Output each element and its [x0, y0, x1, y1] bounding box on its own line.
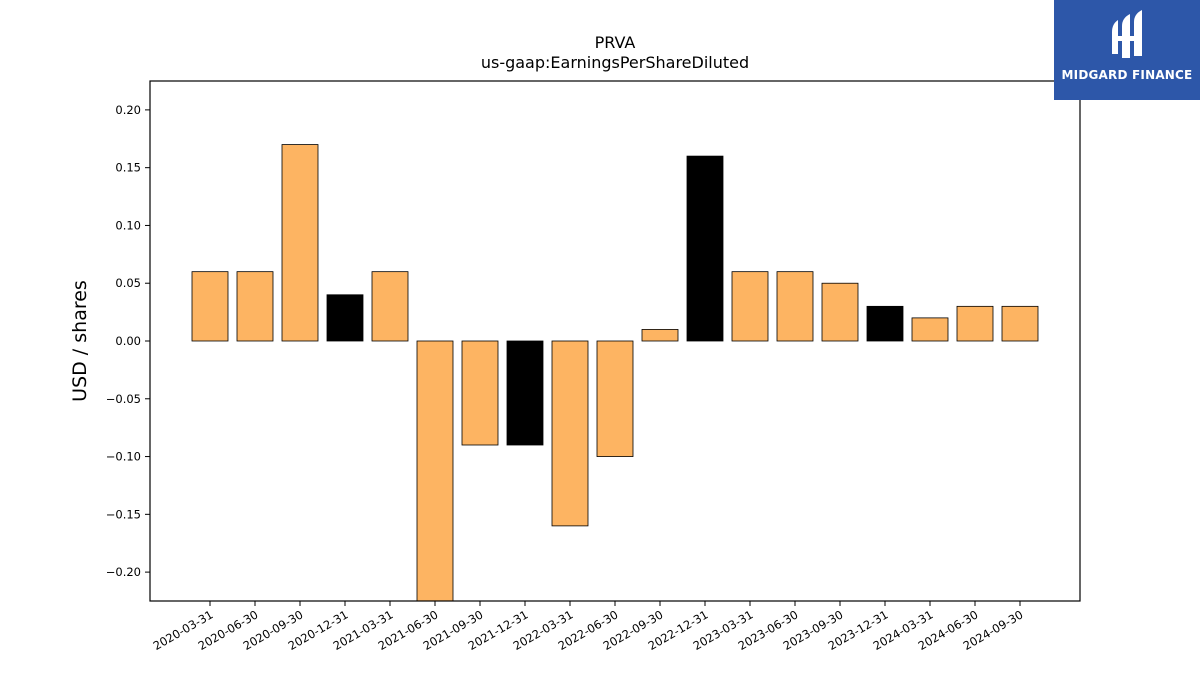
- bar-2021-09-30: [461, 340, 499, 446]
- bar-2023-12-31: [866, 305, 904, 342]
- bars-group: [191, 144, 1039, 602]
- logo-text: MIDGARD FINANCE: [1061, 68, 1193, 82]
- bar-2023-06-30: [776, 271, 814, 342]
- chart-title: PRVA: [595, 33, 636, 52]
- y-tick-label: −0.20: [106, 565, 141, 579]
- bar-2023-03-31: [731, 271, 769, 342]
- y-tick-label: −0.10: [106, 450, 141, 464]
- y-tick-label: −0.15: [106, 507, 141, 521]
- y-tick-label: 0.10: [115, 218, 141, 232]
- y-axis-label: USD / shares: [69, 280, 91, 402]
- bar-2022-06-30: [596, 340, 634, 457]
- y-ticks-group: 0.20 0.15 0.10 0.05 0.00 −0.05 −0.10 −0.15 −0.20: [106, 103, 150, 579]
- bar-2022-09-30: [641, 329, 679, 342]
- y-tick-label: 0.15: [115, 161, 141, 175]
- y-tick-label: 0.05: [115, 276, 141, 290]
- bar-2020-03-31: [191, 271, 229, 342]
- bar-2022-03-31: [551, 340, 589, 527]
- bar-2024-06-30: [956, 305, 994, 342]
- bar-2024-09-30: [1001, 305, 1039, 342]
- bar-2022-12-31: [686, 155, 724, 342]
- y-tick-label: 0.00: [115, 334, 141, 348]
- bar-2024-03-31: [911, 317, 949, 342]
- y-tick-label: −0.05: [106, 392, 141, 406]
- bar-2020-12-31: [326, 294, 364, 342]
- plot-frame: [149, 80, 1081, 602]
- bar-2020-06-30: [236, 271, 274, 342]
- bar-2023-09-30: [821, 282, 859, 342]
- chart-subtitle: us-gaap:EarningsPerShareDiluted: [481, 53, 749, 72]
- x-ticks-group: 2020-03-312020-06-302020-09-302020-12-31…: [151, 601, 1026, 653]
- bar-2021-03-31: [371, 271, 409, 342]
- midgard-logo-icon: [1112, 10, 1142, 58]
- bar-2020-09-30: [281, 144, 319, 342]
- midgard-finance-logo: MIDGARD FINANCE: [1054, 0, 1200, 100]
- y-tick-label: 0.20: [115, 103, 141, 117]
- bar-2021-12-31: [506, 340, 544, 446]
- bar-2021-06-30: [416, 340, 454, 602]
